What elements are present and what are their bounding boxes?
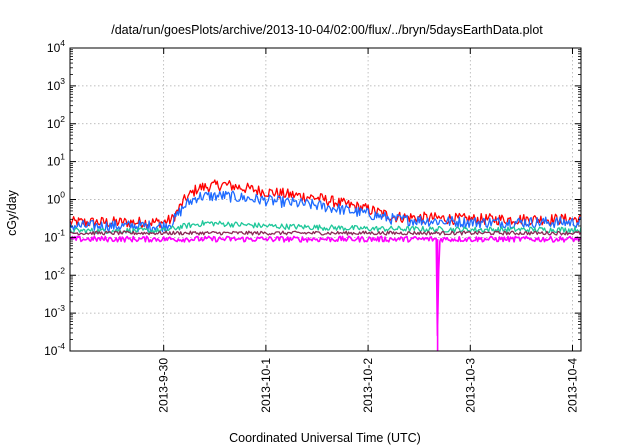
x-axis-label: Coordinated Universal Time (UTC) — [229, 431, 421, 445]
y-tick-label: 102 — [47, 114, 65, 131]
y-tick-label: 103 — [47, 76, 65, 93]
series-line-4 — [69, 230, 582, 236]
y-tick-label: 10-1 — [44, 227, 65, 244]
x-tick-label: 2013-10-2 — [361, 358, 375, 413]
x-tick-label: 2013-9-30 — [157, 358, 171, 413]
x-tick-label: 2013-10-3 — [463, 358, 477, 413]
y-tick-label: 10-4 — [44, 341, 65, 358]
y-tick-label: 104 — [47, 38, 65, 55]
x-tick-label: 2013-10-4 — [565, 358, 579, 413]
x-tick-label: 2013-10-1 — [259, 358, 273, 413]
chart-ticks: 10-4 10-3 10-2 10-1 100 101 102 103 104 2013-9-30… — [44, 38, 581, 413]
series-line-3 — [69, 220, 582, 235]
y-axis-label: cGy/day — [5, 189, 19, 236]
series-line-1 — [69, 179, 582, 229]
chart-series-group — [69, 179, 582, 351]
chart-title: /data/run/goesPlots/archive/2013-10-04/0… — [111, 23, 543, 37]
y-tick-label: 10-3 — [44, 303, 65, 320]
y-tick-label: 101 — [47, 152, 65, 169]
chart-grid — [70, 48, 581, 351]
series-line-5 — [69, 235, 582, 351]
y-tick-label: 100 — [47, 190, 65, 207]
y-tick-label: 10-2 — [44, 265, 65, 282]
